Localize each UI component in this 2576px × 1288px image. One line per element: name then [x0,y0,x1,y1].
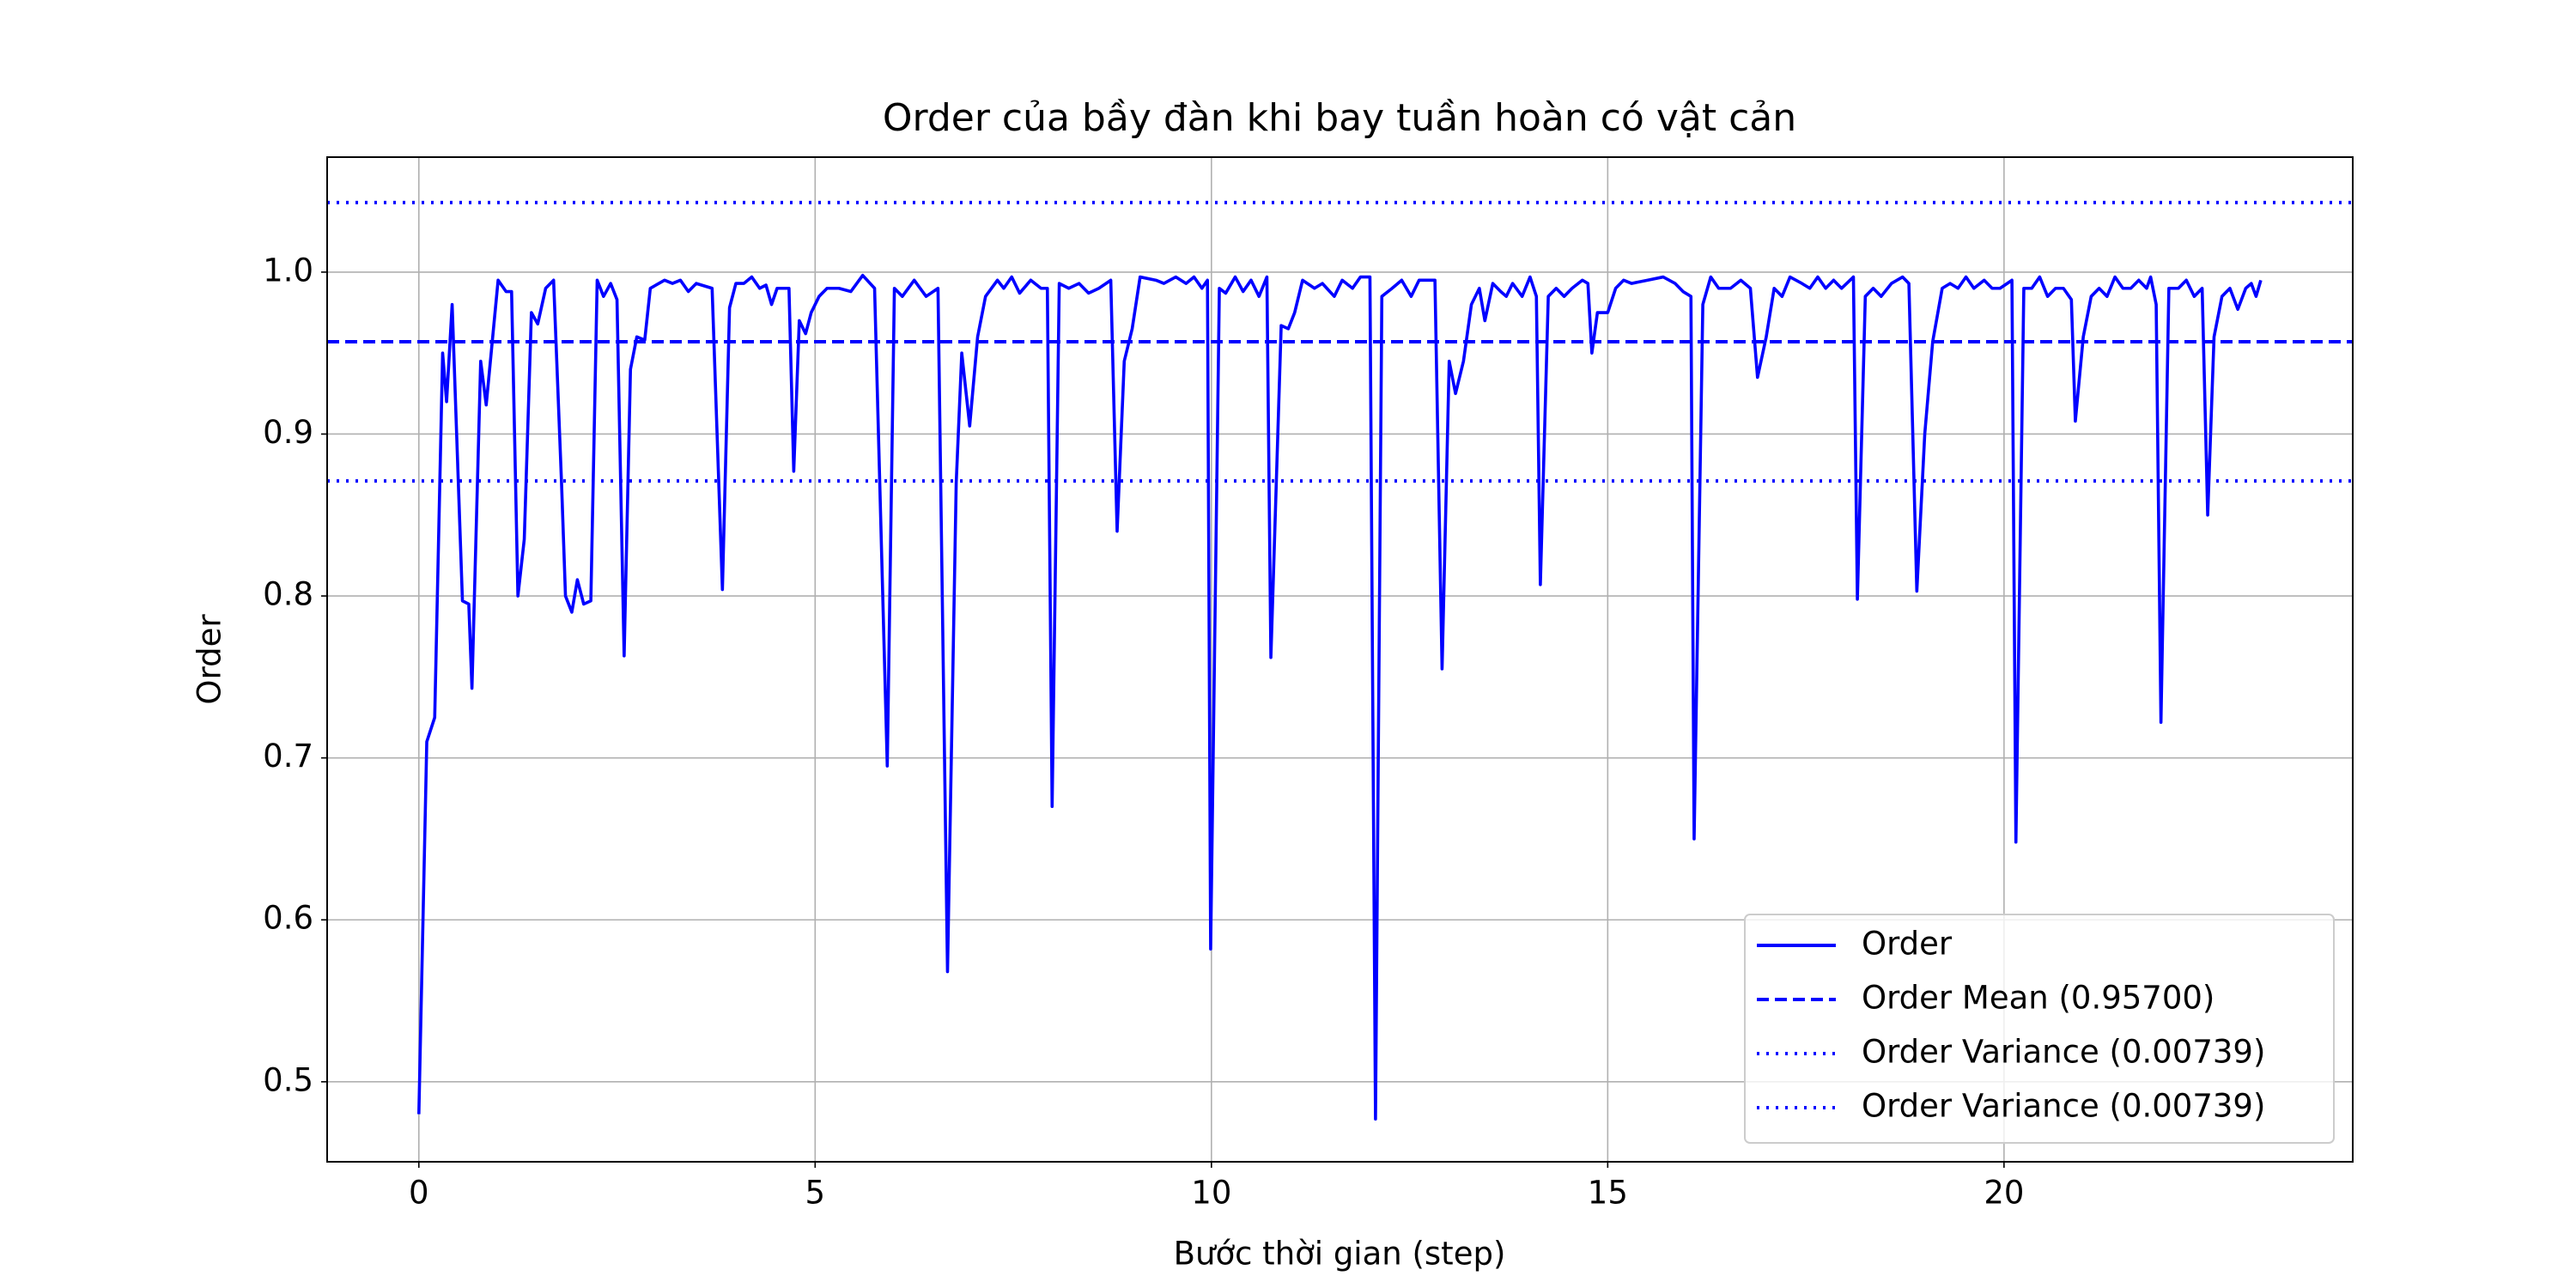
data-line [417,273,2263,1121]
legend-box [1744,914,2335,1144]
x-axis-label: Bước thời gian (step) [1174,1236,1506,1273]
legend-label: Order Mean (0.95700) [1862,980,2215,1017]
legend-label: Order Variance (0.00739) [1862,1034,2265,1071]
y-tick-label: 0.8 [263,576,313,613]
x-tick-label: 20 [1984,1175,2024,1212]
x-tick-label: 5 [805,1175,826,1212]
chart-title: Order của bầy đàn khi bay tuần hoàn có v… [883,96,1796,140]
plot-frame [326,156,2354,1163]
y-tick-label: 0.9 [263,414,313,451]
x-tick-label: 0 [409,1175,429,1212]
legend-label: Order Variance (0.00739) [1862,1088,2265,1125]
x-tick-label: 15 [1588,1175,1628,1212]
y-tick-label: 1.0 [263,252,313,289]
legend-label: Order [1862,926,1953,963]
x-tick-label: 10 [1191,1175,1231,1212]
y-tick-label: 0.7 [263,738,313,775]
y-tick-label: 0.6 [263,900,313,937]
y-axis-label: Order [191,614,228,705]
y-tick-label: 0.5 [263,1061,313,1098]
